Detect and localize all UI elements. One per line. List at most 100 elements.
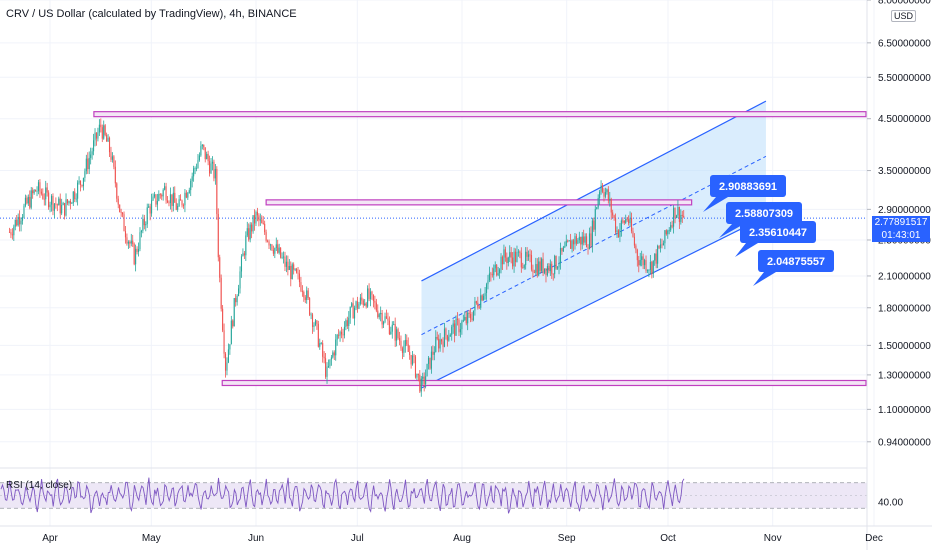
callout-pointer	[753, 272, 776, 286]
candle-body	[304, 297, 306, 301]
x-tick-label: Jun	[248, 533, 264, 544]
candle-body	[638, 260, 640, 266]
candle-body	[101, 127, 103, 139]
candle-body	[419, 374, 421, 392]
candle-body	[615, 218, 617, 233]
candle-body	[214, 168, 216, 179]
candle-body	[306, 290, 308, 301]
candle-body	[543, 268, 546, 273]
candle-body	[171, 194, 173, 206]
candle-body	[340, 331, 343, 335]
candle-body	[445, 328, 447, 336]
candle-body	[393, 324, 395, 325]
candle-body	[66, 199, 69, 204]
candle-body	[478, 307, 480, 309]
candle-body	[484, 293, 486, 296]
candle-body	[607, 189, 609, 201]
candle-body	[617, 230, 620, 237]
candle-body	[622, 220, 624, 222]
candle-body	[416, 373, 418, 378]
candle-body	[438, 338, 440, 349]
candle-body	[601, 185, 604, 192]
candle-body	[220, 277, 222, 309]
candle-body	[293, 264, 295, 270]
candle-body	[24, 197, 26, 206]
candle-body	[409, 351, 411, 355]
candle-body	[113, 156, 115, 167]
candle-body	[164, 186, 166, 190]
candle-body	[593, 220, 595, 230]
candle-body	[635, 245, 637, 250]
candle-body	[226, 362, 228, 371]
candle-body	[55, 203, 57, 205]
candle-body	[77, 182, 79, 199]
candle-body	[161, 195, 163, 197]
candle-body	[410, 354, 412, 365]
candle-body	[439, 339, 441, 349]
candle-body	[538, 261, 540, 276]
candle-body	[574, 236, 576, 245]
y-tick-label: 4.50000000	[878, 114, 931, 125]
candle-body	[72, 191, 74, 204]
candle-body	[587, 247, 589, 249]
candle-body	[269, 244, 272, 246]
candle-body	[610, 198, 612, 213]
candle-body	[494, 264, 496, 269]
callout-box	[726, 202, 802, 224]
candle-body	[677, 207, 679, 216]
candle-body	[203, 144, 205, 148]
candle-body	[59, 198, 61, 214]
candle-body	[282, 256, 285, 258]
candle-body	[554, 255, 556, 275]
candle-body	[88, 157, 90, 170]
candle-body	[140, 230, 142, 233]
candle-body	[497, 273, 499, 276]
candle-body	[636, 249, 638, 261]
currency-badge[interactable]: USD	[891, 10, 917, 22]
candle-body	[468, 312, 470, 314]
candle-body	[148, 206, 150, 208]
y-tick-label: 8.00000000	[878, 0, 931, 7]
candle-body	[87, 158, 89, 170]
candle-body	[390, 331, 392, 335]
candle-body	[651, 261, 653, 274]
candle-body	[53, 203, 55, 211]
candle-body	[465, 316, 467, 324]
candle-body	[294, 268, 296, 270]
candle-body	[325, 358, 327, 377]
y-tick-label: 1.80000000	[878, 303, 931, 314]
candle-body	[197, 160, 199, 169]
candle-body	[175, 202, 177, 210]
candle-body	[510, 252, 512, 258]
candle-body	[422, 376, 424, 379]
candle-body	[240, 256, 243, 272]
candle-body	[219, 257, 221, 278]
candle-body	[204, 147, 206, 160]
candle-body	[149, 206, 151, 214]
candle-body	[429, 357, 431, 369]
candle-body	[249, 224, 251, 240]
candle-body	[329, 359, 331, 367]
candle-body	[475, 301, 477, 303]
candle-body	[56, 204, 58, 206]
candle-body	[290, 265, 292, 280]
candle-body	[229, 344, 231, 350]
current-price-tag: 2.77891517 01:43:01	[872, 216, 930, 242]
candle-body	[248, 228, 250, 240]
candle-body	[235, 298, 237, 303]
candle-body	[680, 214, 682, 222]
candle-body	[412, 355, 414, 365]
candle-body	[557, 267, 559, 269]
candle-body	[343, 326, 345, 336]
callout-box	[740, 221, 816, 243]
candle-body	[644, 260, 646, 266]
candle-body	[604, 192, 606, 197]
candle-body	[597, 197, 599, 208]
candle-body	[71, 203, 73, 204]
candle-body	[155, 194, 157, 205]
candle-body	[549, 263, 551, 272]
candle-body	[188, 190, 190, 194]
candle-body	[358, 303, 360, 309]
candle-body	[336, 334, 338, 340]
